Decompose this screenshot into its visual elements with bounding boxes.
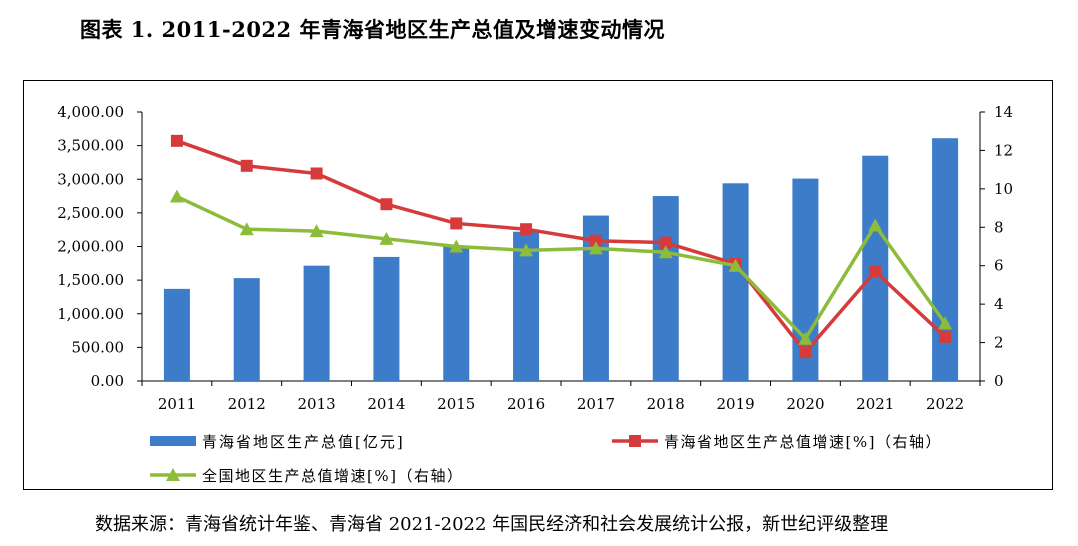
- marker-national-growth-2017: [588, 241, 603, 255]
- right-tick-label: 8: [994, 218, 1004, 236]
- legend-label-gdp: 青海省地区生产总值[亿元]: [202, 433, 405, 451]
- right-tick-label: 12: [994, 141, 1013, 159]
- bar-gdp-2013: [303, 265, 330, 381]
- legend-label-national-growth: 全国地区生产总值增速[%]（右轴）: [202, 467, 463, 485]
- left-tick-label: 4,000.00: [57, 103, 124, 121]
- marker-national-growth-2015: [449, 239, 464, 253]
- left-tick-label: 1,000.00: [57, 305, 124, 323]
- chart-title: 图表 1. 2011-2022 年青海省地区生产总值及增速变动情况: [80, 17, 665, 42]
- legend-swatch-gdp: [150, 436, 196, 446]
- right-tick-label: 6: [994, 257, 1004, 275]
- bar-gdp-2014: [373, 256, 400, 381]
- x-tick-label: 2016: [507, 395, 545, 413]
- marker-qinghai-growth-2016: [520, 223, 533, 236]
- bar-gdp-2018: [652, 196, 679, 381]
- marker-national-growth-2014: [379, 231, 394, 245]
- marker-qinghai-growth-2022: [939, 330, 952, 343]
- legend-marker-national-growth: [166, 468, 180, 481]
- left-tick-label: 2,000.00: [57, 238, 124, 256]
- x-tick-label: 2011: [158, 395, 196, 413]
- left-tick-label: 500.00: [72, 338, 125, 356]
- right-tick-label: 14: [994, 103, 1013, 121]
- marker-national-growth-2020: [798, 331, 813, 345]
- legend-marker-qinghai-growth: [629, 435, 641, 447]
- marker-national-growth-2022: [938, 316, 953, 330]
- x-tick-label: 2019: [716, 395, 754, 413]
- series-line-qinghai-growth: [176, 139, 947, 354]
- left-tick-label: 1,500.00: [57, 271, 124, 289]
- right-tick-label: 4: [994, 295, 1004, 313]
- x-tick-label: 2012: [228, 395, 266, 413]
- bar-gdp-2011: [163, 288, 190, 381]
- left-tick-label: 0.00: [91, 372, 124, 390]
- marker-national-growth-2012: [239, 222, 254, 236]
- marker-qinghai-growth-2013: [310, 167, 323, 180]
- bar-gdp-2016: [513, 231, 540, 381]
- x-tick-label: 2013: [297, 395, 335, 413]
- marker-qinghai-growth-2012: [240, 159, 253, 172]
- right-tick-label: 0: [994, 372, 1004, 390]
- bar-gdp-2012: [233, 278, 260, 381]
- marker-qinghai-growth-2021: [869, 265, 882, 278]
- left-tick-label: 3,500.00: [57, 137, 124, 155]
- left-tick-label: 3,000.00: [57, 170, 124, 188]
- x-tick-label: 2014: [367, 395, 405, 413]
- marker-qinghai-growth-2018: [659, 236, 672, 249]
- marker-national-growth-2013: [309, 224, 324, 238]
- marker-national-growth-2019: [728, 258, 743, 272]
- chart-frame: [23, 80, 1053, 490]
- left-tick-label: 2,500.00: [57, 204, 124, 222]
- marker-national-growth-2011: [169, 189, 184, 203]
- x-tick-label: 2021: [856, 395, 894, 413]
- series-line-national-growth: [176, 194, 947, 341]
- x-tick-label: 2017: [577, 395, 615, 413]
- bar-gdp-2015: [443, 245, 470, 381]
- x-tick-label: 2022: [926, 395, 964, 413]
- right-tick-label: 10: [994, 180, 1013, 198]
- legend-label-qinghai-growth: 青海省地区生产总值增速[%]（右轴）: [664, 433, 942, 451]
- bar-gdp-2019: [722, 183, 749, 381]
- marker-qinghai-growth-2014: [380, 198, 393, 211]
- marker-national-growth-2016: [519, 243, 534, 257]
- source-note: 数据来源：青海省统计年鉴、青海省 2021-2022 年国民经济和社会发展统计公…: [95, 514, 889, 535]
- x-tick-label: 2020: [786, 395, 824, 413]
- marker-qinghai-growth-2011: [170, 134, 183, 147]
- right-tick-label: 2: [994, 334, 1004, 352]
- marker-qinghai-growth-2017: [589, 234, 602, 247]
- marker-national-growth-2021: [868, 218, 883, 232]
- x-tick-label: 2015: [437, 395, 475, 413]
- bar-gdp-2022: [932, 138, 959, 381]
- marker-qinghai-growth-2020: [799, 346, 812, 359]
- marker-national-growth-2018: [658, 245, 673, 259]
- marker-qinghai-growth-2015: [450, 217, 463, 230]
- x-tick-label: 2018: [647, 395, 685, 413]
